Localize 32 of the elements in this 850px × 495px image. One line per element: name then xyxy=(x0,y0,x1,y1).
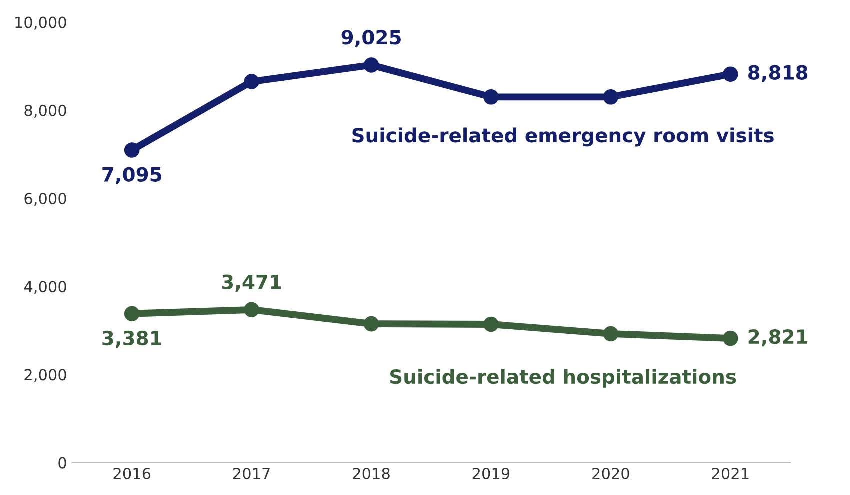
x-tick-label: 2019 xyxy=(472,468,510,480)
point xyxy=(723,66,738,82)
x-tick-label: 2020 xyxy=(592,468,630,480)
point xyxy=(244,302,260,318)
point xyxy=(124,306,140,322)
point xyxy=(484,90,499,105)
x-tick-label: 2021 xyxy=(712,468,749,480)
y-tick-label: 10,000 xyxy=(16,16,66,30)
series-label: Suicide-related hospitalizations xyxy=(390,369,736,388)
point xyxy=(124,142,140,158)
y-tick-label: 4,000 xyxy=(24,281,66,294)
data-label: 2,821 xyxy=(748,329,808,347)
data-label: 3,381 xyxy=(102,330,162,348)
point xyxy=(603,326,619,342)
y-tick-label: 8,000 xyxy=(24,104,66,118)
data-label: 8,818 xyxy=(748,65,808,82)
y-tick-label: 6,000 xyxy=(24,192,66,206)
point xyxy=(244,74,260,90)
text: Suicide-related emergency room visits xyxy=(352,128,774,147)
data-label: 9,025 xyxy=(342,30,401,48)
x-tick-label: 2016 xyxy=(114,468,151,480)
y-tick-label: 0 xyxy=(58,457,66,469)
x-tick-label: 2018 xyxy=(353,468,390,480)
data-label: 7,095 xyxy=(102,167,162,184)
point xyxy=(723,330,738,346)
x-tick-label: 2017 xyxy=(233,468,270,480)
point xyxy=(484,316,499,332)
point xyxy=(364,316,380,332)
point xyxy=(364,58,380,73)
data-label: 3,471 xyxy=(222,274,282,292)
y-tick-label: 2,000 xyxy=(24,369,66,382)
point xyxy=(603,90,619,105)
